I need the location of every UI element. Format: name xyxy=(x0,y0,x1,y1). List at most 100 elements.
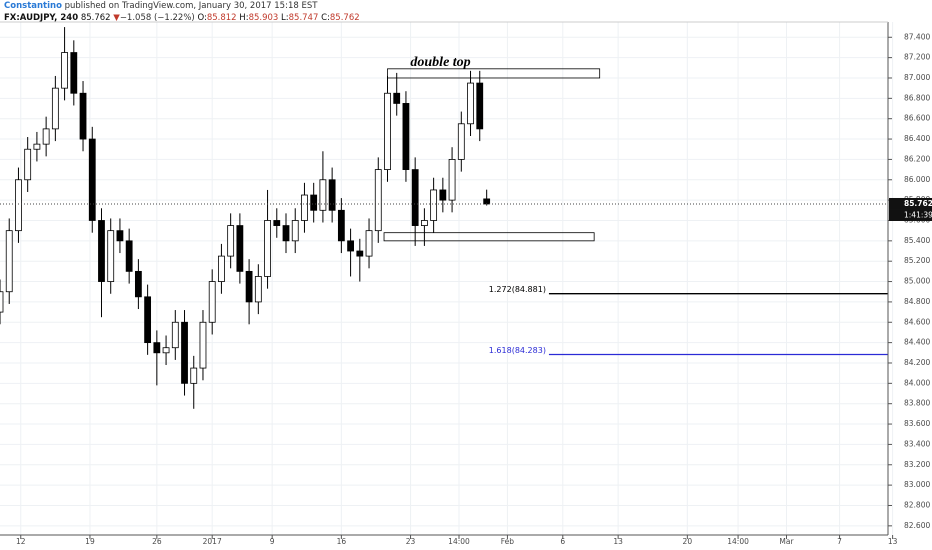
candle-body xyxy=(457,123,465,160)
x-tick-label: 6 xyxy=(560,537,565,546)
y-tick-label: 85.000 xyxy=(904,277,930,286)
ohlc-key: O: xyxy=(197,13,206,23)
candle-body xyxy=(420,220,428,226)
candle-body xyxy=(273,220,281,226)
candle-body xyxy=(384,92,391,170)
x-tick-label: 13 xyxy=(888,537,898,546)
candle-body xyxy=(61,52,68,89)
candle-body xyxy=(467,82,474,125)
plot: double top 1.272(84.881) 1.618(84.283) xyxy=(0,22,894,535)
candle-body xyxy=(236,225,244,272)
ohlc-value: 85.747 xyxy=(289,13,319,23)
x-tick-label: 7 xyxy=(837,537,842,546)
y-tick-label: 86.800 xyxy=(904,93,930,102)
y-tick-label: 86.200 xyxy=(904,154,930,163)
candle-body xyxy=(51,87,59,130)
candle-body xyxy=(282,225,290,242)
candle-body xyxy=(356,250,364,257)
candle-body xyxy=(162,347,170,354)
countdown: 1:41:39 xyxy=(904,210,932,219)
candle-body xyxy=(301,194,308,221)
candle-body xyxy=(181,321,188,384)
x-tick-label: 26 xyxy=(152,537,162,546)
candle-body xyxy=(328,179,336,211)
candle-body xyxy=(33,143,41,150)
y-tick-label: 87.400 xyxy=(904,32,930,41)
candle-body xyxy=(24,148,32,181)
x-tick-label: 13 xyxy=(613,537,623,546)
x-tick-label: 23 xyxy=(406,537,416,546)
countdown-tag xyxy=(889,209,932,221)
candle-body xyxy=(402,103,410,170)
candle-body xyxy=(107,230,115,282)
x-tick-label: 12 xyxy=(16,537,26,546)
y-tick-label: 83.600 xyxy=(904,419,930,428)
published: published on TradingView.com, January 30… xyxy=(65,1,319,11)
candle-body xyxy=(264,220,271,277)
y-tick-label: 87.200 xyxy=(904,53,930,62)
y-tick-label: 84.000 xyxy=(904,378,930,387)
ohlc-key: H: xyxy=(239,13,248,23)
y-tick-label: 84.800 xyxy=(904,297,930,306)
ohlc-value: 85.762 xyxy=(330,13,360,23)
candle-body xyxy=(430,189,438,221)
candle-body xyxy=(411,169,419,226)
zone-box xyxy=(383,232,595,242)
candle-body xyxy=(153,342,161,354)
candle-body xyxy=(347,240,354,252)
candle-body xyxy=(15,179,22,232)
candle-body xyxy=(88,138,96,221)
y-tick-label: 85.200 xyxy=(904,256,930,265)
x-tick-label: 14:00 xyxy=(727,537,749,546)
candle-body xyxy=(42,128,50,145)
candle-body xyxy=(439,189,447,201)
ohlc-value: 85.903 xyxy=(249,13,279,23)
candle-body xyxy=(208,281,216,323)
y-tick-label: 87.000 xyxy=(904,73,930,82)
y-tick-label: 84.200 xyxy=(904,358,930,367)
price-tag-label: 85.762 xyxy=(904,199,932,208)
candle-body xyxy=(227,225,235,257)
candle-body xyxy=(199,321,207,369)
symbol: FX:AUDJPY, 240 xyxy=(4,13,78,23)
candle-body xyxy=(171,321,179,349)
candle-body xyxy=(116,230,124,242)
x-tick-label: 14:00 xyxy=(448,537,470,546)
x-tick-label: Mar xyxy=(779,537,794,546)
candle-body xyxy=(393,92,401,104)
x-tick-label: 9 xyxy=(270,537,275,546)
annotation: double top xyxy=(410,55,470,70)
candle-body xyxy=(0,291,4,313)
x-tick-label: 19 xyxy=(85,537,95,546)
y-tick-label: 86.400 xyxy=(904,134,930,143)
candle-body xyxy=(310,194,318,211)
y-tick-label: 82.600 xyxy=(904,521,930,530)
ohlc-key: C: xyxy=(321,13,330,23)
y-tick-label: 84.600 xyxy=(904,317,930,326)
candle-body xyxy=(319,179,327,211)
x-tick-label: 20 xyxy=(683,537,693,546)
candle-body xyxy=(134,270,142,298)
x-tick-label: Feb xyxy=(501,537,515,546)
y-tick-label: 83.400 xyxy=(904,439,930,448)
author: Constantino xyxy=(4,1,62,11)
ohlc-key: L: xyxy=(281,13,289,23)
candle-body xyxy=(5,230,13,293)
y-tick-label: 83.800 xyxy=(904,399,930,408)
y-tick-label: 82.800 xyxy=(904,500,930,509)
symbol-line: FX:AUDJPY, 240 85.762 ▼−1.058 (−1.22%) O… xyxy=(4,13,360,23)
candle-body xyxy=(291,220,299,242)
candle-body xyxy=(254,276,262,303)
candle-body xyxy=(125,240,133,272)
y-tick-label: 84.400 xyxy=(904,338,930,347)
ohlc-value: 85.812 xyxy=(207,13,237,23)
change-arrow: ▼ xyxy=(113,13,120,23)
y-tick-label: 83.000 xyxy=(904,480,930,489)
x-tick-label: 16 xyxy=(337,537,347,546)
candle-body xyxy=(190,367,198,384)
fib-label: 1.618(84.283) xyxy=(489,346,546,355)
candle-body xyxy=(144,296,152,344)
change: −1.058 (−1.22%) xyxy=(120,13,195,23)
last-price: 85.762 xyxy=(81,13,111,23)
candle-body xyxy=(70,52,78,94)
